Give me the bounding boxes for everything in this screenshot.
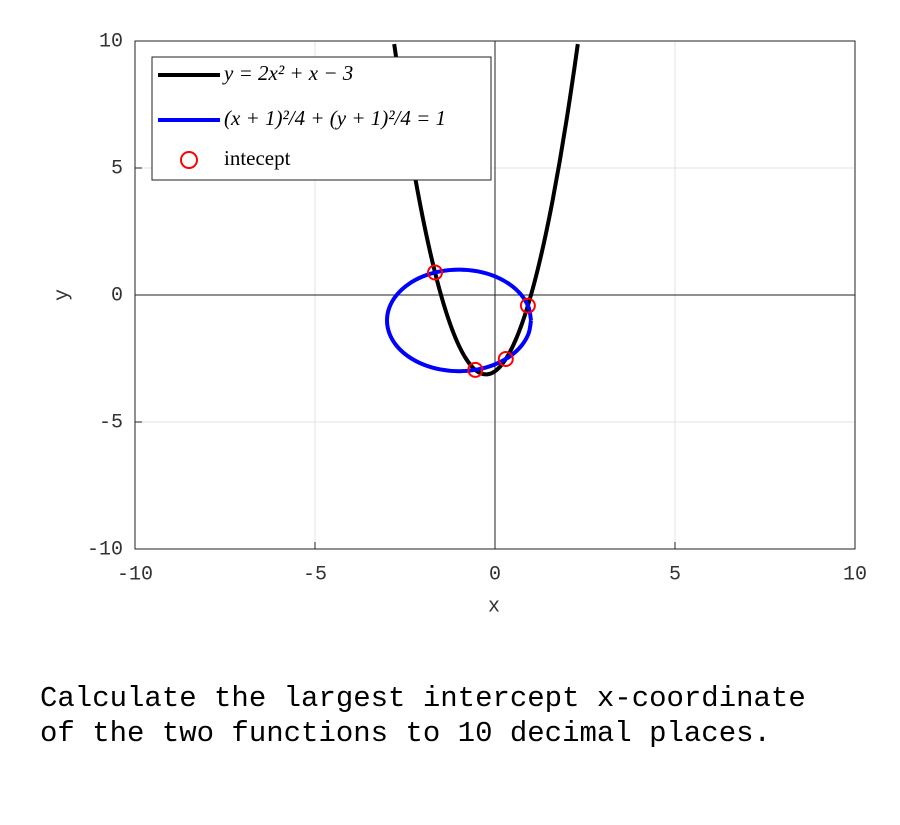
x-tick-label: 0 [489,563,501,586]
y-tick-label: 10 [99,30,123,53]
x-tick-label: -5 [303,563,327,586]
y-tick-label: 0 [111,284,123,307]
intercept-point [427,264,444,281]
y-axis-label: y [51,289,74,301]
y-tick-label: 5 [111,157,123,180]
legend-label: y = 2x² + x − 3 [222,61,353,85]
y-tick-label: -10 [87,538,123,561]
intercept-point [467,361,484,378]
legend-label: intecept [224,146,291,170]
intercept-point [519,297,536,314]
plot-frame [134,40,856,550]
intercept-point [497,351,514,368]
legend-box [151,56,492,181]
legend-symbol [180,151,198,169]
y-tick-label: -5 [99,411,123,434]
question-line: Calculate the largest intercept x-coordi… [40,682,806,715]
curve [392,43,580,377]
question-line: of the two functions to 10 decimal place… [40,717,771,750]
x-tick-label: 5 [669,563,681,586]
x-tick-label: -10 [117,563,153,586]
x-axis-label: x [488,595,500,618]
legend-label: (x + 1)²/4 + (y + 1)²/4 = 1 [224,106,446,130]
x-tick-label: 10 [843,563,867,586]
curve [384,267,533,374]
